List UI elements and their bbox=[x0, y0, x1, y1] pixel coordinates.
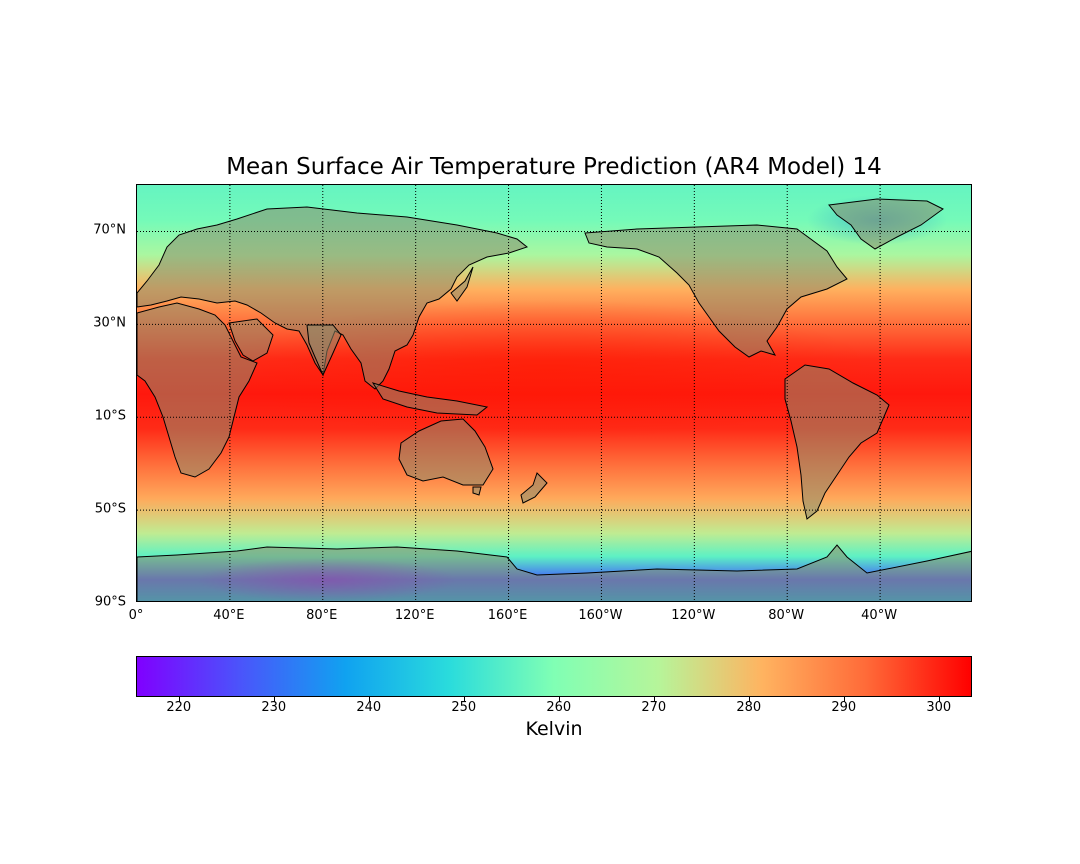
colorbar-tick-label: 220 bbox=[166, 700, 192, 715]
colorbar-tick-label: 280 bbox=[736, 700, 762, 715]
latitude-label: 30°N bbox=[93, 315, 126, 331]
longitude-label: 0° bbox=[128, 608, 144, 623]
colorbar-tick bbox=[273, 697, 275, 702]
continents bbox=[137, 198, 971, 601]
longitude-label: 160°W bbox=[578, 608, 623, 623]
map-svg bbox=[137, 185, 971, 601]
colorbar-tick-label: 250 bbox=[451, 700, 477, 715]
landmass-new-zealand bbox=[520, 472, 548, 504]
landmass-south-america bbox=[784, 364, 890, 520]
colorbar-tick bbox=[368, 697, 370, 702]
latitude-label: 90°S bbox=[94, 594, 126, 610]
colorbar-label: Kelvin bbox=[525, 718, 583, 740]
landmass-maritime-continent bbox=[371, 382, 489, 416]
landmass-japan bbox=[450, 266, 474, 302]
longitude-label: 40°E bbox=[213, 608, 245, 623]
landmass-arabia bbox=[228, 318, 274, 362]
chart-title: Mean Surface Air Temperature Prediction … bbox=[226, 154, 882, 180]
colorbar-tick bbox=[748, 697, 750, 702]
landmass-antarctica bbox=[137, 544, 971, 601]
colorbar-tick-label: 230 bbox=[261, 700, 287, 715]
longitude-label: 80°W bbox=[768, 608, 805, 623]
landmass-africa bbox=[137, 302, 258, 478]
latitude-label: 10°S bbox=[94, 408, 126, 424]
colorbar-tick-label: 290 bbox=[831, 700, 857, 715]
landmass-greenland bbox=[828, 198, 944, 250]
longitude-label: 120°W bbox=[671, 608, 716, 623]
landmass-australia bbox=[398, 418, 494, 486]
latitude-label: 70°N bbox=[93, 222, 126, 238]
colorbar-tick-label: 270 bbox=[641, 700, 667, 715]
colorbar-tick-label: 300 bbox=[926, 700, 952, 715]
colorbar-tick-label: 240 bbox=[356, 700, 382, 715]
landmass-eurasia bbox=[137, 206, 529, 390]
colorbar-tick-label: 260 bbox=[546, 700, 572, 715]
map-plot-area bbox=[136, 184, 972, 602]
landmass-india bbox=[306, 324, 342, 377]
colorbar-tick bbox=[653, 697, 655, 702]
colorbar-tick bbox=[938, 697, 940, 702]
latitude-label: 50°S bbox=[94, 501, 126, 517]
longitude-label: 160°E bbox=[487, 608, 528, 623]
landmass-north-america bbox=[584, 224, 848, 358]
longitude-label: 80°E bbox=[306, 608, 338, 623]
colorbar-tick bbox=[463, 697, 465, 702]
longitude-label: 40°W bbox=[861, 608, 898, 623]
longitude-label: 120°E bbox=[394, 608, 435, 623]
landmass-tasmania bbox=[472, 486, 482, 496]
colorbar-tick bbox=[178, 697, 180, 702]
colorbar-tick bbox=[558, 697, 560, 702]
colorbar-tick bbox=[843, 697, 845, 702]
colorbar bbox=[136, 656, 972, 697]
gridlines bbox=[137, 185, 971, 601]
